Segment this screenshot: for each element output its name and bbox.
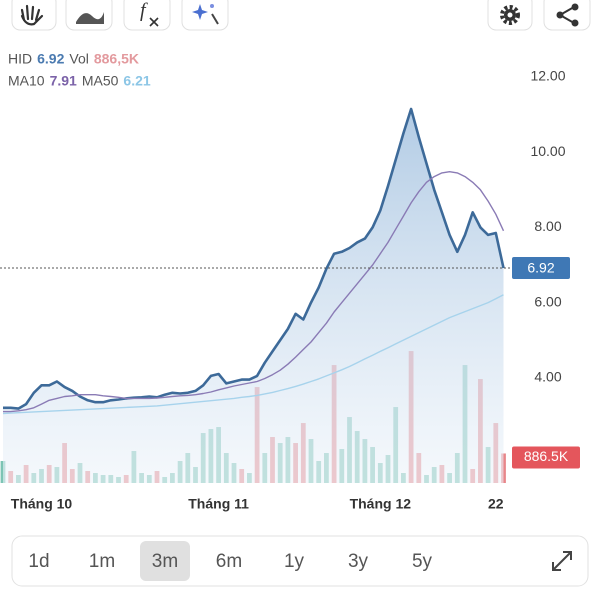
price-marker — [512, 256, 570, 279]
header-text: Vol — [69, 51, 88, 67]
x-tick-label: 22 — [488, 496, 504, 512]
header-text: 6.92 — [37, 51, 64, 67]
header-text: 886,5K — [94, 51, 139, 67]
header-text: MA10 — [8, 73, 45, 89]
x-tick-label: Tháng 12 — [350, 496, 412, 512]
header-text: HID — [8, 51, 32, 67]
x-tick-label: Tháng 11 — [188, 496, 249, 512]
range-selected-bg — [140, 541, 190, 581]
volume-marker — [512, 446, 580, 469]
chart: 4.00 6.00 8.00 10.00 12.00 Tháng 10 Tháng 11 Th… — [0, 68, 580, 512]
range-button[interactable]: 1d — [28, 551, 49, 572]
chart-header: HID 6.92 Vol 886,5K MA10 7.91 MA50 6.21 — [8, 51, 151, 89]
range-button[interactable]: 3m — [152, 551, 178, 572]
y-tick-label: 10.00 — [530, 143, 565, 159]
settings-button[interactable] — [487, 0, 533, 31]
svg-text:f: f — [140, 0, 148, 22]
chart-type-button[interactable] — [65, 0, 113, 31]
range-button[interactable]: 5y — [412, 551, 433, 572]
x-tick-label: Tháng 10 — [11, 496, 73, 512]
range-button[interactable]: 6m — [216, 551, 242, 572]
range-button[interactable]: 1m — [89, 551, 115, 572]
y-tick-label: 12.00 — [530, 68, 565, 84]
header-text: 6.21 — [123, 73, 150, 89]
share-button[interactable] — [543, 0, 591, 31]
fullscreen-button[interactable] — [552, 551, 572, 571]
ma-line — [2, 294, 504, 415]
toolbar: f — [11, 0, 591, 31]
volume-marker-label: 886.5K — [524, 448, 569, 464]
range-button[interactable]: 3y — [348, 551, 369, 572]
y-tick-label: 4.00 — [534, 368, 561, 384]
ai-button[interactable] — [181, 0, 229, 31]
indicator-button[interactable]: f — [123, 0, 171, 31]
y-tick-label: 8.00 — [534, 218, 561, 234]
price-line — [3, 107, 505, 410]
header-text: 7.91 — [50, 73, 77, 89]
range-button[interactable]: 1y — [284, 551, 305, 572]
price-area — [3, 109, 504, 483]
ma-line — [3, 171, 505, 413]
header-text: MA50 — [82, 73, 119, 89]
range-buttons: 1d 1m 3m 6m 1y 3y 5y — [28, 541, 433, 581]
y-tick-label: 6.00 — [534, 293, 561, 309]
draw-tool-button[interactable] — [11, 0, 57, 31]
price-marker-label: 6.92 — [527, 260, 554, 276]
